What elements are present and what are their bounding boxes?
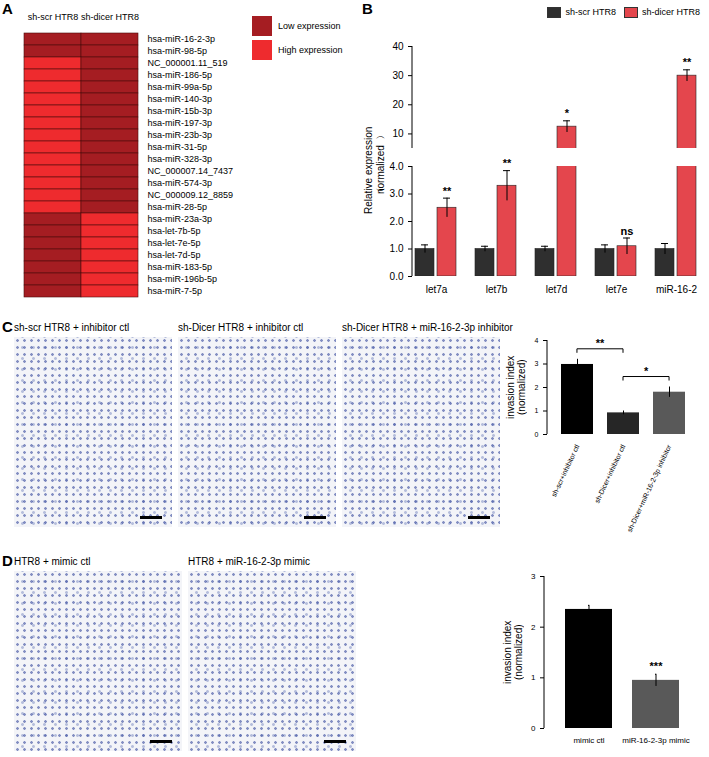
svg-text:*: * [565, 107, 570, 119]
svg-text:hsa-miR-16-2-3p: hsa-miR-16-2-3p [148, 34, 216, 44]
svg-text:let7d: let7d [546, 284, 568, 295]
svg-text:hsa-let-7b-5p: hsa-let-7b-5p [148, 226, 201, 236]
svg-text:miR-16-2-3p mimic: miR-16-2-3p mimic [622, 736, 690, 745]
svg-text:3.0: 3.0 [390, 188, 404, 199]
svg-text:hsa-miR-183-5p: hsa-miR-183-5p [148, 262, 213, 272]
svg-text:hsa-miR-98-5p: hsa-miR-98-5p [148, 46, 208, 56]
html-text:HTR8 + miR-16-2-3p mimic: HTR8 + miR-16-2-3p mimic [188, 556, 310, 567]
html-text:sh-dicer HTR8: sh-dicer HTR8 [642, 7, 700, 17]
svg-text:***: *** [650, 660, 664, 672]
svg-text:NC_000001.11_519: NC_000001.11_519 [148, 58, 228, 68]
svg-text:2.0: 2.0 [390, 216, 404, 227]
svg-text:let7e: let7e [606, 284, 628, 295]
html-text:sh-Dicer HTR8 + inhibitor ctl: sh-Dicer HTR8 + inhibitor ctl [178, 322, 304, 333]
svg-text:miR-16-2: miR-16-2 [656, 284, 698, 295]
svg-text:hsa-miR-574-3p: hsa-miR-574-3p [148, 178, 213, 188]
svg-text:sh-dicer HTR8: sh-dicer HTR8 [81, 12, 139, 22]
svg-text:**: ** [503, 157, 512, 169]
svg-text:NC_000009.12_8859: NC_000009.12_8859 [148, 190, 234, 200]
html-text:High expression: High expression [278, 45, 343, 55]
html-text:Low expression: Low expression [278, 21, 341, 31]
svg-text:hsa-let-7e-5p: hsa-let-7e-5p [148, 238, 201, 248]
svg-text:10: 10 [392, 128, 404, 139]
html-text:A: A [2, 0, 13, 17]
svg-text:3: 3 [535, 360, 539, 367]
svg-text:30: 30 [392, 70, 404, 81]
svg-text:hsa-miR-28-5p: hsa-miR-28-5p [148, 202, 208, 212]
svg-text:hsa-miR-196b-5p: hsa-miR-196b-5p [148, 274, 218, 284]
svg-text:*: * [644, 365, 649, 377]
svg-text:hsa-miR-7-5p: hsa-miR-7-5p [148, 286, 203, 296]
svg-text:hsa-miR-23b-3p: hsa-miR-23b-3p [148, 130, 213, 140]
svg-text:0: 0 [535, 431, 539, 438]
svg-text:sh-scr HTR8: sh-scr HTR8 [28, 12, 79, 22]
svg-text:hsa-miR-197-3p: hsa-miR-197-3p [148, 118, 213, 128]
html-text:invasion index (normalized): invasion index (normalized) [502, 620, 524, 684]
svg-text:0.0: 0.0 [390, 271, 404, 282]
svg-text:hsa-miR-23a-3p: hsa-miR-23a-3p [148, 214, 213, 224]
svg-text:1: 1 [531, 673, 536, 682]
svg-text:hsa-let-7d-5p: hsa-let-7d-5p [148, 250, 201, 260]
svg-text:1.0: 1.0 [390, 243, 404, 254]
svg-text:ns: ns [621, 225, 634, 237]
html-text:Csh-scr HTR8 + inhibitor ctl: Csh-scr HTR8 + inhibitor ctl [2, 318, 130, 335]
html-text:B: B [362, 0, 373, 17]
svg-text:let7a: let7a [426, 284, 448, 295]
svg-text:20: 20 [392, 99, 404, 110]
svg-text:hsa-miR-31-5p: hsa-miR-31-5p [148, 142, 208, 152]
svg-text:sh-scr+inhibitor ctl: sh-scr+inhibitor ctl [550, 443, 580, 498]
svg-text:mimic ctl: mimic ctl [573, 736, 604, 745]
svg-text:sh-Dicer+inhibitor ctl: sh-Dicer+inhibitor ctl [593, 443, 626, 504]
svg-text:1: 1 [535, 407, 539, 414]
svg-text:sh-Dicer+miR-16-2-3p inhibitor: sh-Dicer+miR-16-2-3p inhibitor [626, 443, 674, 534]
svg-text:**: ** [596, 337, 605, 349]
svg-text:hsa-miR-328-3p: hsa-miR-328-3p [148, 154, 213, 164]
svg-text:40: 40 [392, 41, 404, 52]
html-text:DHTR8 + mimic ctl: DHTR8 + mimic ctl [2, 552, 91, 569]
svg-text:3: 3 [531, 572, 536, 581]
svg-text:hsa-miR-99a-5p: hsa-miR-99a-5p [148, 82, 213, 92]
svg-text:2: 2 [535, 384, 539, 391]
svg-text:**: ** [683, 56, 692, 68]
html-text:Relative expression （normalize: Relative expression （normalized） [362, 126, 386, 214]
svg-text:4: 4 [535, 337, 539, 344]
html-text:sh-scr HTR8: sh-scr HTR8 [565, 7, 616, 17]
svg-text:0: 0 [531, 724, 536, 733]
svg-text:NC_000007.14_7437: NC_000007.14_7437 [148, 166, 234, 176]
svg-text:4.0: 4.0 [390, 161, 404, 172]
svg-text:hsa-miR-15b-3p: hsa-miR-15b-3p [148, 106, 213, 116]
svg-text:**: ** [443, 185, 452, 197]
html-text:sh-Dicer HTR8 + miR-16-2-3p in: sh-Dicer HTR8 + miR-16-2-3p inhibitor [342, 322, 513, 333]
html-text:invasion index (normalized): invasion index (normalized) [505, 355, 527, 419]
svg-text:2: 2 [531, 623, 536, 632]
svg-text:let7b: let7b [486, 284, 508, 295]
svg-text:hsa-miR-140-3p: hsa-miR-140-3p [148, 94, 213, 104]
svg-text:hsa-miR-186-5p: hsa-miR-186-5p [148, 70, 213, 80]
